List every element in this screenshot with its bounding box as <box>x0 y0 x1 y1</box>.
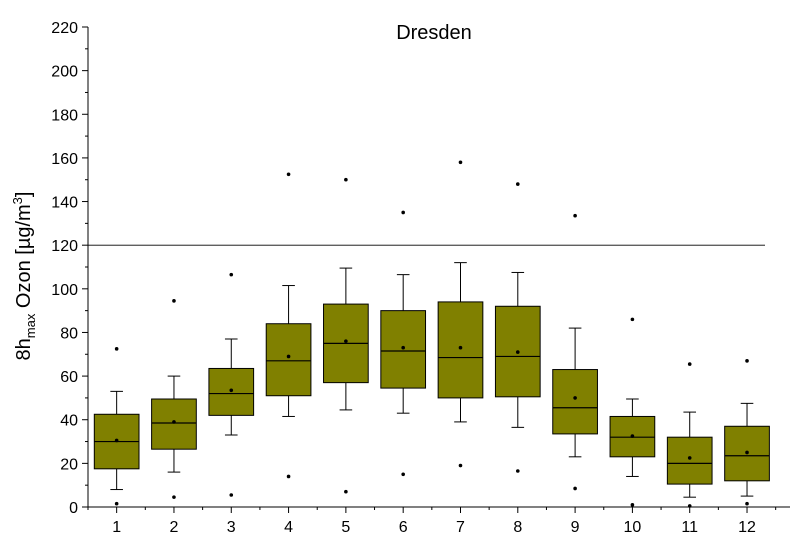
max-marker <box>229 272 234 277</box>
y-tick-label: 40 <box>60 413 78 430</box>
mean-marker <box>401 345 405 350</box>
min-marker <box>515 469 520 473</box>
mean-marker <box>458 345 463 350</box>
y-axis-label: 8hmax Ozon [µg/m3] <box>10 192 38 361</box>
box-6 <box>380 210 427 477</box>
min-marker <box>114 501 119 506</box>
x-tick-label: 8 <box>513 519 522 536</box>
box-11 <box>666 362 713 508</box>
max-marker <box>458 160 463 165</box>
box-iqr <box>666 436 713 485</box>
y-tick-label: 140 <box>51 195 78 212</box>
max-marker <box>515 182 520 186</box>
max-marker <box>344 177 348 182</box>
box-2 <box>151 299 197 499</box>
x-tick-label: 3 <box>227 519 236 536</box>
min-marker <box>401 472 405 477</box>
min-marker <box>286 474 291 479</box>
mean-marker <box>687 456 692 460</box>
min-marker <box>573 486 577 491</box>
x-tick-label: 7 <box>456 519 465 536</box>
y-tick-label: 120 <box>51 238 78 255</box>
y-tick-label: 0 <box>69 500 78 517</box>
mean-marker <box>745 450 749 455</box>
min-marker <box>745 501 749 506</box>
x-tick-label: 11 <box>681 519 698 536</box>
box-iqr <box>151 398 197 450</box>
y-tick-label: 200 <box>51 64 78 81</box>
mean-marker <box>344 339 348 343</box>
x-tick-label: 9 <box>571 519 580 536</box>
x-tick-label: 6 <box>399 519 408 536</box>
y-axis-label-main: 8h <box>13 338 35 360</box>
x-tick-label: 12 <box>738 519 756 536</box>
y-tick-label: 160 <box>51 151 78 168</box>
x-tick-label: 2 <box>170 519 179 536</box>
box-5 <box>323 177 369 494</box>
box-iqr <box>552 369 598 435</box>
mean-marker <box>515 350 520 354</box>
box-7 <box>437 160 484 468</box>
chart-title: Dresden <box>396 22 472 44</box>
max-marker <box>286 172 291 177</box>
box-iqr <box>437 301 484 399</box>
y-tick-label: 60 <box>60 369 78 386</box>
mean-marker <box>229 388 234 393</box>
mean-marker <box>573 396 577 400</box>
max-marker <box>401 210 405 215</box>
box-8 <box>494 182 541 473</box>
y-tick-label: 80 <box>60 325 78 342</box>
max-marker <box>745 359 749 363</box>
x-tick-label: 5 <box>341 519 350 536</box>
y-axis-label-middle: Ozon [µg/m <box>13 204 35 313</box>
box-iqr <box>265 323 312 397</box>
max-marker <box>573 213 577 218</box>
x-tick-label: 10 <box>624 519 642 536</box>
max-marker <box>630 317 635 322</box>
box-10 <box>609 317 656 507</box>
box-3 <box>208 272 255 497</box>
min-marker <box>687 504 692 508</box>
y-axis-label-superscript: 3 <box>10 197 25 204</box>
x-tick-label: 1 <box>112 519 121 536</box>
max-marker <box>687 362 692 366</box>
mean-marker <box>114 438 119 443</box>
x-tick-label: 4 <box>284 519 293 536</box>
y-axis-label-subscript: max <box>23 313 38 338</box>
box-4 <box>265 172 312 479</box>
box-1 <box>93 347 140 506</box>
y-tick-label: 100 <box>51 282 78 299</box>
min-marker <box>172 495 176 499</box>
boxes-group <box>93 160 770 508</box>
max-marker <box>114 347 119 351</box>
mean-marker <box>172 420 176 424</box>
y-tick-label: 220 <box>51 20 78 37</box>
box-12 <box>724 359 770 506</box>
y-axis-label-end: ] <box>13 192 35 198</box>
max-marker <box>172 299 176 303</box>
min-marker <box>630 503 635 507</box>
mean-marker <box>630 434 635 438</box>
min-marker <box>458 463 463 468</box>
y-tick-label: 20 <box>60 456 78 473</box>
min-marker <box>344 489 348 494</box>
y-tick-label: 180 <box>51 107 78 124</box>
min-marker <box>229 493 234 497</box>
mean-marker <box>286 354 291 359</box>
box-9 <box>552 213 598 491</box>
